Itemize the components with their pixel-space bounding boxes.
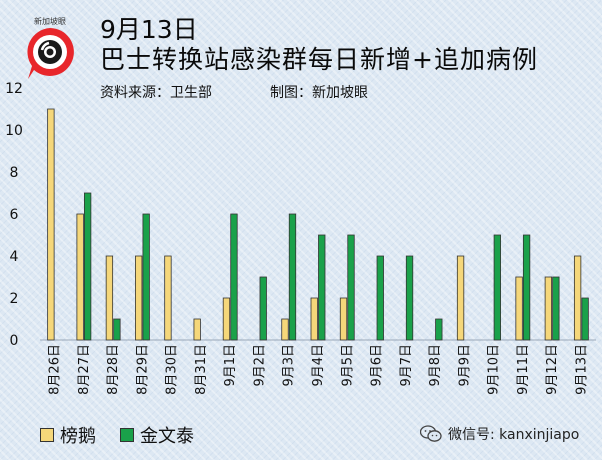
x-tick-label: 9月8日 — [428, 344, 443, 387]
source-label: 资料来源：卫生部 — [100, 85, 212, 101]
y-tick-label: 6 — [10, 207, 19, 223]
x-tick-label: 9月10日 — [487, 344, 502, 395]
bar-yellow — [193, 318, 201, 341]
legend-swatch-yellow — [40, 428, 54, 442]
y-tick-label: 10 — [5, 123, 23, 139]
bar-green — [435, 318, 443, 341]
x-tick-label: 9月13日 — [574, 344, 589, 395]
bar-yellow — [281, 318, 289, 341]
y-tick-label: 12 — [5, 81, 23, 97]
bar-yellow — [310, 297, 318, 341]
logo-text: 新加坡眼 — [34, 16, 66, 26]
wechat-icon — [420, 425, 442, 442]
x-tick-label: 8月28日 — [106, 344, 121, 395]
legend-item-jurong: 金文泰 — [120, 422, 194, 448]
y-tick-label: 0 — [10, 333, 19, 349]
bar-yellow — [339, 297, 348, 341]
bar-green — [493, 234, 501, 341]
y-tick-label: 2 — [10, 291, 19, 307]
bar-green — [376, 255, 384, 341]
x-tick-label: 9月7日 — [399, 344, 414, 387]
bar-green — [288, 213, 297, 341]
x-tick-label: 9月6日 — [370, 344, 385, 387]
bar-green — [405, 255, 414, 341]
bar-green — [522, 234, 531, 341]
y-tick-label: 8 — [10, 165, 19, 181]
x-tick-label: 9月12日 — [545, 344, 560, 395]
x-tick-label: 8月30日 — [165, 344, 180, 395]
chart-date: 9月13日 — [100, 15, 198, 44]
legend-swatch-green — [120, 428, 134, 442]
bar-green — [581, 297, 589, 341]
x-tick-label: 9月9日 — [457, 344, 472, 387]
x-tick-label: 8月29日 — [135, 344, 150, 395]
logo-eye-icon: 新加坡眼 — [27, 16, 74, 79]
x-tick-label: 8月26日 — [48, 344, 63, 395]
author-label: 制图：新加坡眼 — [270, 85, 368, 101]
x-tick-label: 9月1日 — [223, 344, 238, 387]
wechat-watermark: 微信号: kanxinjiapo — [420, 424, 579, 444]
bar-green — [347, 234, 355, 341]
bar-green — [318, 234, 326, 341]
bar-green — [83, 192, 92, 341]
bar-yellow — [76, 213, 84, 341]
x-tick-label: 9月4日 — [311, 344, 326, 387]
bar-yellow — [456, 255, 465, 341]
bar-yellow — [47, 108, 55, 341]
watermark-text: 微信号: kanxinjiapo — [448, 427, 580, 443]
bar-yellow — [164, 255, 172, 341]
x-tick-label: 9月11日 — [516, 344, 531, 395]
x-tick-label: 8月31日 — [194, 344, 209, 395]
bar-green — [230, 213, 238, 341]
x-tick-label: 9月5日 — [340, 344, 355, 387]
bar-yellow — [135, 255, 143, 341]
bar-green — [259, 276, 267, 341]
bar-green — [113, 318, 121, 341]
x-tick-label: 9月3日 — [282, 344, 297, 387]
bar-yellow — [105, 255, 114, 341]
bar-yellow — [222, 297, 231, 341]
bar-green — [142, 213, 150, 341]
x-tick-label: 9月2日 — [252, 344, 267, 387]
legend-item-pungol: 榜鹅 — [40, 422, 96, 448]
y-tick-label: 4 — [10, 249, 19, 265]
bar-yellow — [573, 255, 582, 341]
bar-yellow — [515, 276, 523, 341]
x-tick-label: 8月27日 — [77, 344, 92, 395]
bar-yellow — [544, 276, 553, 341]
bar-green — [552, 276, 560, 341]
chart-title: 巴士转换站感染群每日新增+追加病例 — [100, 45, 538, 74]
legend-label: 金文泰 — [140, 426, 194, 447]
legend-label: 榜鹅 — [60, 426, 96, 447]
